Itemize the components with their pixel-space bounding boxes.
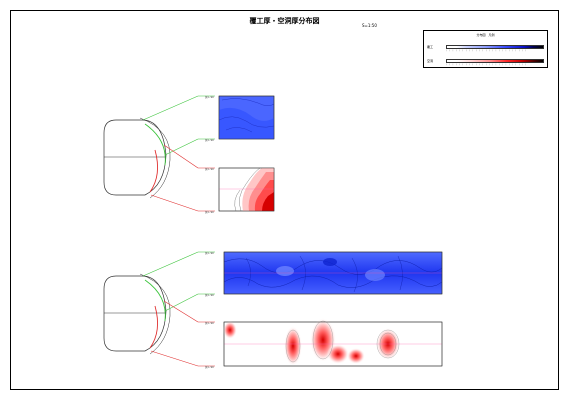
upper-cavity-thickness-chart — [218, 167, 275, 212]
lower-tunnel-section — [103, 251, 215, 367]
cavity-blob-4 — [327, 344, 349, 364]
lower-section-outline — [103, 275, 167, 352]
lower-cavity-thickness-chart — [223, 318, 443, 367]
upper-lining-thickness-chart — [218, 95, 275, 140]
legend-row-cavity-label: 空洞 — [427, 59, 434, 63]
legend-red-ticks: | | | | | | | | | | | | | | | | | | | | … — [446, 64, 528, 66]
lower-lining-thickness-chart — [223, 251, 443, 295]
cavity-blob-5 — [347, 348, 365, 364]
cavity-blob-2 — [284, 326, 302, 366]
upper-green-leader-1 — [142, 95, 199, 121]
upper-tunnel-section — [103, 95, 215, 212]
lower-green-leader-2 — [164, 293, 199, 312]
drawing-frame — [10, 10, 559, 390]
lower-section-red-arc — [149, 305, 159, 349]
legend-blue-scale — [446, 45, 544, 49]
lower-red-leader-1 — [163, 300, 199, 323]
scale-label: S=1:50 — [362, 23, 377, 28]
legend-blue-ticks: | | | | | | | | | | | | | | | | | | | | … — [446, 50, 528, 52]
page-title: 覆工厚・空洞厚分布図 — [249, 17, 320, 25]
legend-box: 分布図 凡例 覆工 | | | | | | | | | | | | | | | … — [423, 30, 548, 68]
upper-section-red-arc — [149, 149, 159, 193]
upper-section-outline — [103, 119, 167, 196]
upper-label-top: 測 L 90 — [205, 95, 214, 99]
lower-label-lower: 測 L 90 — [205, 321, 214, 325]
upper-label-mid: 測 L 90 — [205, 138, 214, 142]
upper-green-leader-2 — [164, 138, 199, 156]
lower-label-top: 測 L 90 — [205, 251, 214, 255]
cavity-blob-1 — [223, 321, 237, 339]
upper-red-leader-2 — [150, 194, 199, 212]
lower-section-green-arc — [144, 279, 166, 322]
upper-label-lower: 測 L 90 — [205, 167, 214, 171]
upper-red-leader-1 — [163, 144, 199, 169]
legend-title: 分布図 凡例 — [476, 33, 495, 37]
legend-red-scale — [446, 59, 544, 63]
lower-section-outer-arc — [139, 273, 171, 355]
lower-green-leader-1 — [142, 251, 199, 277]
upper-label-bottom: 測 L 90 — [205, 210, 214, 214]
lower-label-mid: 測 L 90 — [205, 293, 214, 297]
upper-section-green-arc — [144, 123, 166, 166]
lower-label-bottom: 測 L 90 — [205, 365, 214, 369]
lower-red-leader-2 — [150, 350, 199, 367]
upper-section-outer-arc — [139, 117, 171, 199]
legend-row-lining-label: 覆工 — [427, 45, 434, 49]
